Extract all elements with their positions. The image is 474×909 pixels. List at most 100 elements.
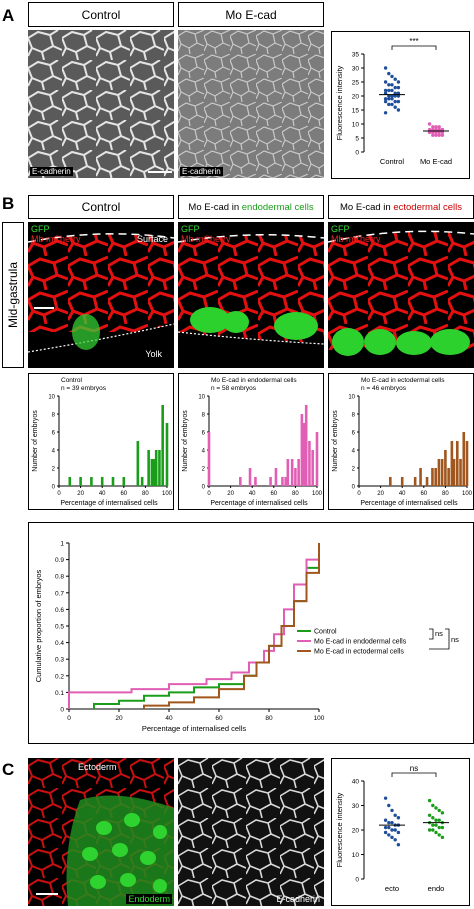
legend-entry: Control [314,629,337,636]
data-point [387,820,391,825]
y-tick-label: 10 [348,395,355,401]
y-axis-label: Cumulative proportion of embryos [34,569,43,682]
data-point [390,828,394,832]
x-tick-label: 40 [249,491,256,497]
histogram-bar [122,477,126,486]
significance-bracket [391,45,437,50]
histogram-bar [136,441,140,486]
y-tick-label: 10 [352,852,360,859]
data-point [396,843,401,847]
x-tick-label: 60 [215,715,223,722]
data-point [440,127,445,132]
data-point [393,94,397,98]
endo-gastrula-image: GFP Mb mCherry [178,222,324,368]
data-point [431,803,435,808]
data-point [431,133,435,137]
y-tick-label: 0.7 [55,590,64,597]
legend-entry: Mo E-cad in ectodermal cells [314,649,404,656]
y-tick-label: 1 [60,541,64,548]
y-tick-label: 20 [352,94,360,101]
data-point [390,808,394,813]
data-point [383,818,388,822]
y-tick-label: 15 [352,108,360,115]
data-point [387,803,391,808]
y-tick-label: 25 [352,80,360,87]
surface-label: Surface [136,234,168,244]
data-point [393,77,397,81]
y-tick-label: 10 [48,395,55,401]
data-point [431,816,435,820]
data-point [393,828,397,832]
data-point [437,825,441,830]
x-tick-label: 0 [207,491,211,497]
histogram-bar [274,468,278,486]
data-point [393,813,397,817]
panel-a-chart-box: 0 5 10 15 20 25 30 35 Fluorescence intensity Cont… [331,31,470,179]
data-point [387,83,391,87]
mb-label-1: Mb mCherry [31,234,81,244]
histogram-bar [290,459,294,486]
y-tick-label: 0 [202,485,206,491]
histogram-bar [111,477,115,486]
y-tick-label: 20 [352,828,360,835]
data-point [396,108,401,112]
y-tick-label: 8 [52,413,56,419]
data-point [434,127,438,132]
histogram-bar [425,477,429,486]
endoderm-label: Endoderm [126,894,172,904]
ns-label-1: ns [435,629,443,638]
significance-bracket [391,772,437,777]
histogram-bar [311,450,314,486]
y-tick-label: 6 [352,431,356,437]
data-point [437,125,441,129]
histogram-bar [400,477,404,486]
histogram-bar [437,459,441,486]
ecto-gastrula-image: GFP Mb mCherry [328,222,474,368]
data-point [393,91,397,95]
x-tick-label: 40 [165,715,173,722]
y-tick-label: 4 [202,449,206,455]
gfp-label-2: GFP [181,224,200,234]
histogram-bar [455,441,459,486]
header-ecto-prefix: Mo E-cad in [340,201,391,213]
y-tick-label: 35 [352,52,360,59]
x-category-label: Control [380,157,405,166]
ns-label-2: ns [451,635,459,644]
x-axis-label: Percentage of internalised cells [142,724,246,733]
data-point [390,83,394,87]
y-tick-label: 0 [52,485,56,491]
x-tick-label: 0 [357,491,361,497]
histogram-bar [248,468,252,486]
histogram-n: n = 39 embryos [61,385,107,392]
data-point [440,130,445,135]
ns-bracket-2 [429,628,450,650]
data-point [431,828,435,832]
histogram-bar [440,459,444,486]
header-control-b: Control [28,195,174,219]
y-tick-label: 0 [355,877,359,884]
y-tick-label: 8 [352,413,356,419]
header-mo-ecad-a: Mo E-cad [178,2,324,27]
data-point [434,125,438,129]
x-tick-label: 20 [115,715,123,722]
data-point [434,130,438,135]
data-point [396,85,401,90]
x-tick-label: 100 [462,491,472,497]
data-point [396,91,401,95]
hist-control-box: 0 2 4 6 8 10 0 20 40 60 80 100 Number of embryos Perc… [28,373,174,510]
histogram-n: n = 58 embryos [211,385,257,392]
data-point [393,99,397,104]
data-point [383,796,388,800]
data-point [431,125,435,129]
header-endo-colored: endodermal cells [241,201,314,213]
header-control-a: Control [28,2,174,27]
y-axis-label: Fluorescence intensity [335,65,344,140]
data-point [383,88,388,93]
x-tick-label: 80 [442,491,449,497]
histogram-bar [431,468,434,486]
data-point [437,130,441,135]
histogram-bar [297,459,300,486]
cumulative-series-line [143,543,320,709]
histogram-bar [239,477,242,486]
